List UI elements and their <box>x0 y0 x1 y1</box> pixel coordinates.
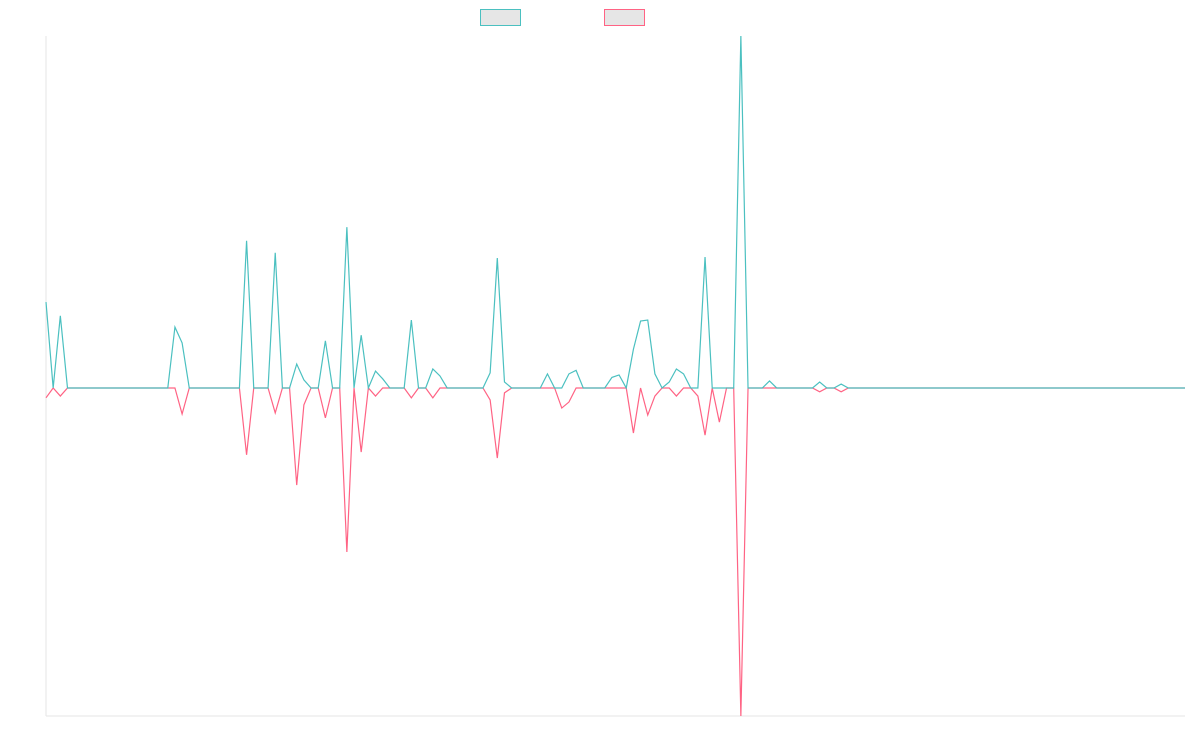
legend-swatch[interactable] <box>480 9 521 26</box>
legend-swatch[interactable] <box>604 9 645 26</box>
series-line <box>45 35 1185 391</box>
series-line <box>45 386 1185 717</box>
